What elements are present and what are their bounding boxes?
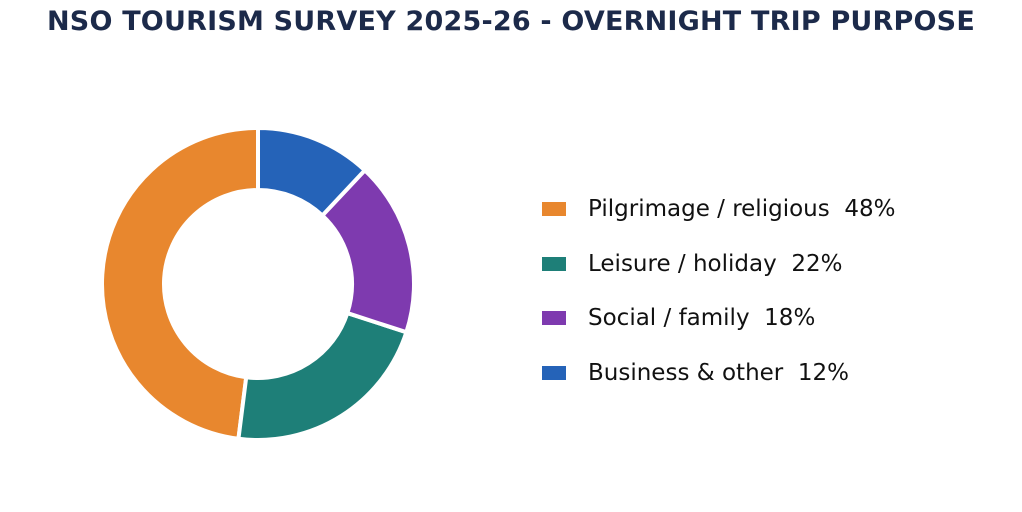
chart-title: NSO TOURISM SURVEY 2025-26 - OVERNIGHT T… [47,6,975,37]
donut-slice-2 [236,310,409,442]
legend-item: Leisure / holiday 22% [542,237,895,292]
legend-label: Pilgrimage / religious 48% [588,196,896,223]
legend-swatch [542,256,566,271]
donut-slice-4 [256,125,368,219]
legend-swatch [542,311,566,326]
legend-swatch [542,365,566,380]
legend-label: Leisure / holiday 22% [588,250,843,277]
legend-swatch [542,202,566,217]
legend-label: Social / family 18% [588,305,816,332]
chart-legend: Pilgrimage / religious 48% Leisure / holi… [542,182,895,400]
legend-label: Business & other 12% [588,359,849,386]
legend-item: Social / family 18% [542,291,895,346]
legend-item: Business & other 12% [542,346,895,401]
legend-item: Pilgrimage / religious 48% [542,182,895,237]
donut-slice-1 [100,125,260,442]
